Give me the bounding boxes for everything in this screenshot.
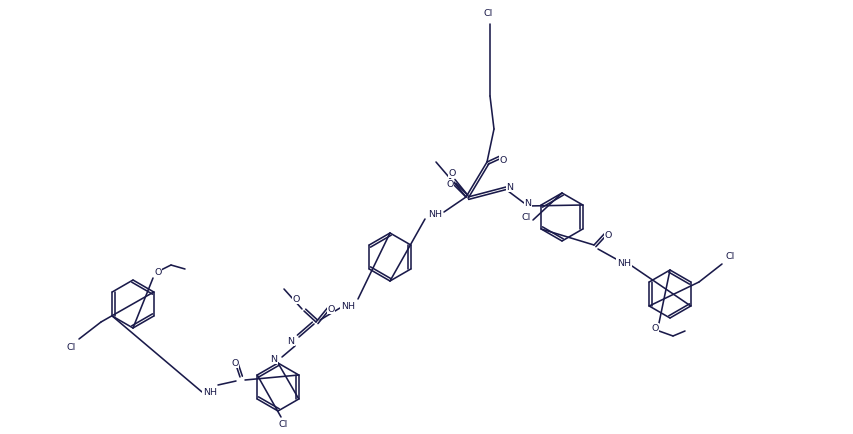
- Text: O: O: [327, 305, 334, 314]
- Text: O: O: [651, 324, 658, 333]
- Text: Cl: Cl: [724, 252, 734, 261]
- Text: Cl: Cl: [67, 343, 76, 352]
- Text: NH: NH: [427, 210, 442, 219]
- Text: O: O: [231, 358, 238, 368]
- Text: O: O: [292, 295, 299, 304]
- Text: N: N: [524, 199, 531, 208]
- Text: O: O: [154, 268, 161, 277]
- Text: Cl: Cl: [278, 420, 287, 428]
- Text: NH: NH: [203, 388, 217, 397]
- Text: N: N: [506, 183, 513, 192]
- Text: O: O: [499, 156, 506, 165]
- Text: O: O: [448, 169, 456, 178]
- Text: Cl: Cl: [521, 213, 530, 222]
- Text: Cl: Cl: [483, 10, 492, 19]
- Text: NH: NH: [340, 302, 355, 311]
- Text: N: N: [287, 337, 294, 346]
- Text: O: O: [604, 231, 611, 240]
- Text: O: O: [446, 180, 453, 189]
- Text: NH: NH: [616, 259, 630, 268]
- Text: N: N: [270, 355, 277, 364]
